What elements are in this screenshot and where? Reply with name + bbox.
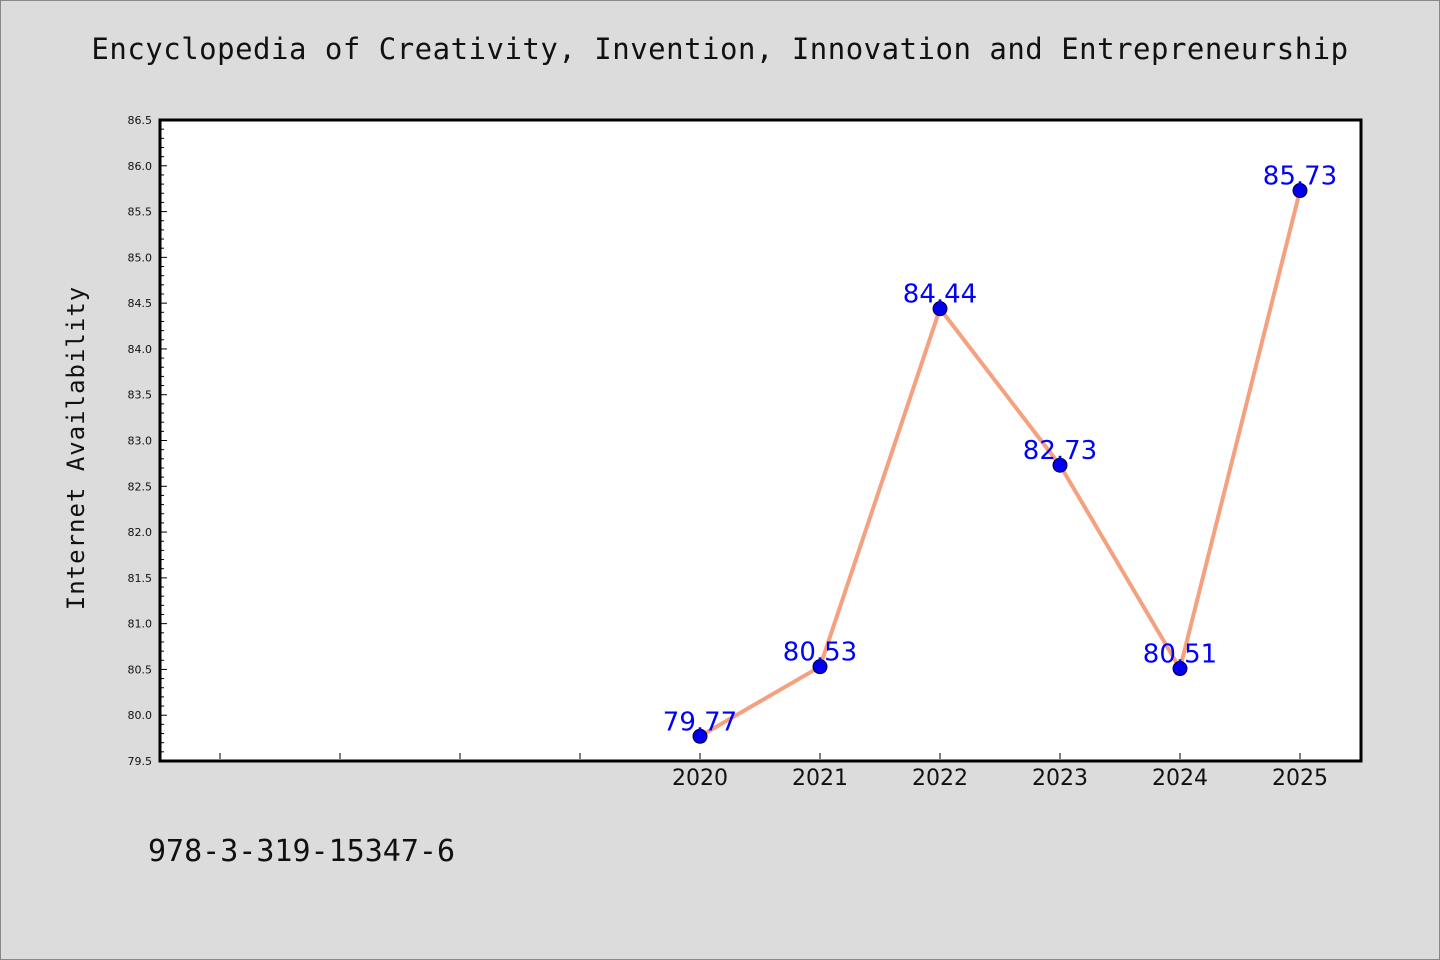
y-tick-label: 83.0	[128, 435, 153, 448]
y-tick-label: 82.0	[128, 526, 153, 539]
y-tick-label: 84.0	[128, 343, 153, 356]
data-label: 79.77	[663, 707, 737, 737]
plot-area	[158, 118, 1363, 763]
data-point	[692, 728, 708, 744]
x-axis-ticks: 2020 2021 2022 2023 2024 2025	[219, 753, 1328, 791]
y-tick-label: 81.0	[128, 618, 153, 631]
y-tick-label: 84.5	[128, 297, 153, 310]
y-tick-label: 85.0	[128, 251, 153, 264]
series-line	[698, 188, 1302, 739]
y-tick-label: 80.0	[128, 709, 153, 722]
x-tick-label: 2025	[1272, 766, 1328, 791]
x-tick-label: 2023	[1032, 766, 1088, 791]
y-tick-label: 80.5	[128, 663, 153, 676]
y-tick-label: 81.5	[128, 572, 153, 585]
x-tick-label: 2020	[672, 766, 728, 791]
isbn-footer: 978-3-319-15347-6	[148, 834, 456, 869]
data-label: 80.51	[1143, 640, 1217, 670]
data-point	[812, 659, 828, 675]
y-axis-ticks: 79.5 80.0 80.5 81.0 81.5 82.0 82.5 83.0 83.5 84.0…	[128, 114, 167, 768]
data-point	[1052, 457, 1068, 473]
series-group: 79.77 80.53 84.44 82.73 80.51 85.73	[663, 162, 1337, 744]
data-point	[1292, 183, 1308, 199]
y-tick-label: 79.5	[128, 755, 153, 768]
data-label: 82.73	[1023, 436, 1097, 466]
data-label: 84.44	[903, 280, 977, 310]
x-tick-label: 2024	[1152, 766, 1208, 791]
y-tick-label: 82.5	[128, 480, 153, 493]
data-label: 80.53	[783, 638, 857, 668]
y-tick-label: 85.5	[128, 206, 153, 219]
x-tick-label: 2021	[792, 766, 848, 791]
x-tick-label: 2022	[912, 766, 968, 791]
data-point	[1172, 661, 1188, 677]
chart-title: Encyclopedia of Creativity, Invention, I…	[91, 32, 1349, 66]
data-label: 85.73	[1263, 162, 1337, 192]
data-point	[932, 301, 948, 317]
y-tick-label: 83.5	[128, 389, 153, 402]
y-tick-label: 86.0	[128, 160, 153, 173]
y-tick-label: 86.5	[128, 114, 153, 127]
